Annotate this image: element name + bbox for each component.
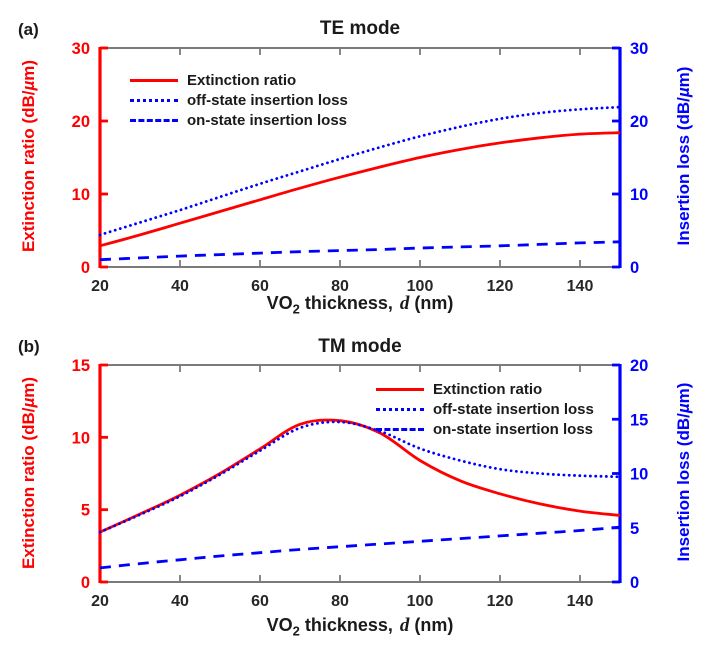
label-text: m)	[674, 382, 693, 404]
legend-item-off-state: off-state insertion loss	[376, 399, 594, 419]
legend-item-extinction-ratio: Extinction ratio	[130, 70, 348, 90]
mu-symbol: µ	[19, 80, 38, 91]
legend-label: Extinction ratio	[433, 380, 543, 398]
mu-symbol: µ	[674, 87, 693, 98]
tick-label: 10	[72, 429, 90, 447]
label-text: VO	[266, 293, 293, 313]
panel-a-title: TE mode	[319, 18, 401, 39]
tick-label: 140	[567, 593, 594, 610]
legend-label: on-state insertion loss	[187, 111, 348, 129]
tick-label: 0	[630, 259, 639, 277]
tick-label: 100	[407, 593, 434, 610]
panel-a-x-axis-label: VO2 thickness, d (nm)	[267, 293, 454, 317]
dashed-line-sample	[130, 118, 178, 122]
tick-label: 140	[567, 278, 594, 295]
dashed-line-sample	[376, 427, 424, 431]
panel-a-left-axis-label: Extinction ratio (dB/µm)	[19, 26, 39, 286]
panel-b-x-axis-label: VO2 thickness, d (nm)	[267, 615, 454, 639]
tick-label: 60	[251, 593, 269, 610]
solid-line-sample	[376, 387, 424, 391]
label-text: m)	[19, 376, 38, 398]
tick-label: 10	[630, 466, 648, 484]
label-text: Extinction ratio (dB/	[19, 90, 38, 253]
subscript-2: 2	[292, 623, 300, 639]
panel-b-label: (b)	[18, 337, 40, 356]
curve-on-state-insertion-loss	[99, 525, 621, 570]
tick-label: 40	[171, 593, 189, 610]
legend-label: off-state insertion loss	[187, 91, 348, 109]
label-text: Extinction ratio (dB/	[19, 407, 38, 570]
tick-label: 5	[81, 502, 90, 520]
panel-a-label: (a)	[18, 20, 39, 39]
label-text: m)	[674, 66, 693, 88]
panel-b-left-axis-label: Extinction ratio (dB/µm)	[19, 343, 39, 603]
mu-symbol: µ	[19, 397, 38, 408]
tick-label: 15	[630, 411, 648, 429]
curve-off-state-insertion-loss	[98, 420, 622, 534]
curve-on-state-insertion-loss	[99, 240, 621, 262]
label-text: (nm)	[409, 615, 454, 635]
label-text: Insertion loss (dB/	[674, 97, 693, 246]
tick-label: 80	[331, 278, 349, 295]
tick-label: 80	[331, 593, 349, 610]
tick-label: 0	[81, 574, 90, 592]
label-text: VO	[266, 615, 293, 635]
panel-a-legend: Extinction ratio off-state insertion los…	[130, 70, 348, 130]
legend-item-off-state: off-state insertion loss	[130, 90, 348, 110]
mu-symbol: µ	[674, 403, 693, 414]
tick-label: 20	[630, 357, 648, 375]
tick-label: 10	[72, 186, 90, 204]
legend-label: off-state insertion loss	[433, 400, 594, 418]
variable-d: d	[399, 293, 410, 314]
legend-item-on-state: on-state insertion loss	[130, 110, 348, 130]
panel-a-right-axis-label: Insertion loss (dB/µm)	[674, 26, 694, 286]
tick-label: 60	[251, 278, 269, 295]
variable-d: d	[399, 615, 410, 636]
tick-label: 0	[630, 574, 639, 592]
curve-extinction-ratio	[99, 131, 621, 248]
tick-label: 10	[630, 186, 648, 204]
label-text: m)	[19, 59, 38, 81]
legend-label: Extinction ratio	[187, 71, 297, 89]
tick-label: 100	[407, 278, 434, 295]
label-text: thickness,	[299, 293, 393, 313]
tick-label: 30	[630, 40, 648, 58]
legend-item-on-state: on-state insertion loss	[376, 419, 594, 439]
panel-b-legend: Extinction ratio off-state insertion los…	[376, 379, 594, 439]
solid-line-sample	[130, 78, 178, 82]
label-text: Insertion loss (dB/	[674, 413, 693, 562]
tick-label: 120	[487, 593, 514, 610]
dotted-line-sample	[376, 407, 424, 411]
legend-label: on-state insertion loss	[433, 420, 594, 438]
panel-b-right-axis-label: Insertion loss (dB/µm)	[674, 342, 694, 602]
tick-label: 30	[72, 40, 90, 58]
tick-label: 5	[630, 520, 639, 538]
subscript-2: 2	[292, 301, 300, 317]
label-text: (nm)	[409, 293, 454, 313]
tick-label: 20	[630, 113, 648, 131]
tick-label: 15	[72, 357, 90, 375]
tick-label: 20	[91, 593, 109, 610]
legend-item-extinction-ratio: Extinction ratio	[376, 379, 594, 399]
tick-label: 0	[81, 259, 90, 277]
panel-b-title: TM mode	[318, 336, 402, 357]
tick-label: 40	[171, 278, 189, 295]
tick-label: 120	[487, 278, 514, 295]
tick-label: 20	[91, 278, 109, 295]
tick-label: 20	[72, 113, 90, 131]
label-text: thickness,	[299, 615, 393, 635]
dotted-line-sample	[130, 98, 178, 102]
